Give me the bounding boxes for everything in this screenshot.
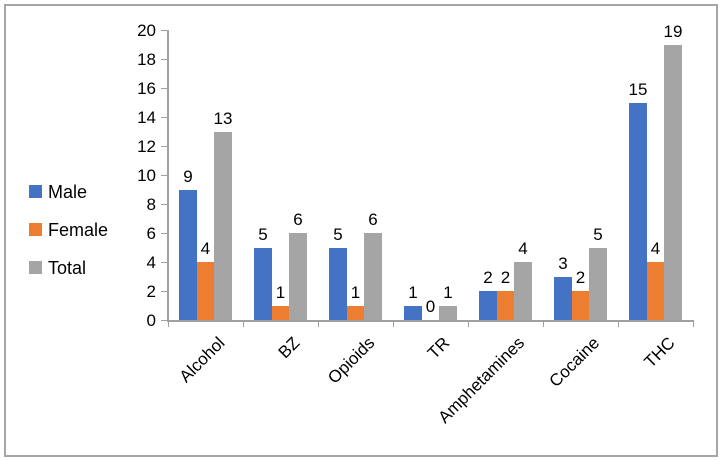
x-tick-2 <box>317 320 319 327</box>
y-tick-label-18: 18 <box>137 49 156 69</box>
bar-total-opioids <box>364 233 382 320</box>
x-tick-7 <box>692 320 694 327</box>
value-label-female-cocaine: 2 <box>575 268 586 287</box>
y-tick-label-12: 12 <box>137 136 156 156</box>
legend-label-total: Total <box>48 257 87 278</box>
y-tick-label-10: 10 <box>137 165 156 185</box>
value-label-total-cocaine: 5 <box>593 224 603 244</box>
legend-item-total: Total <box>29 257 108 278</box>
bar-total-cocaine <box>589 247 607 320</box>
y-tick-label-20: 20 <box>137 20 156 40</box>
bar-total-alcohol <box>214 131 232 320</box>
x-tick-4 <box>467 320 469 327</box>
value-label-female-opioids: 1 <box>350 282 361 302</box>
bar-female-opioids <box>346 305 365 320</box>
value-label-female-thc: 4 <box>650 239 661 258</box>
bar-total-bz <box>289 233 307 320</box>
value-label-total-thc: 19 <box>663 21 683 41</box>
x-axis-line <box>167 320 694 322</box>
bar-male-cocaine <box>554 276 572 320</box>
legend-item-female: Female <box>29 219 109 240</box>
y-tick-label-14: 14 <box>137 107 156 127</box>
y-tick-label-6: 6 <box>146 223 156 243</box>
legend-label-male: Male <box>48 181 88 202</box>
y-tick-label-8: 8 <box>146 194 156 214</box>
chart-border-frame <box>4 4 718 457</box>
total-swatch-icon <box>29 261 42 274</box>
bar-male-amphetamines <box>479 291 497 320</box>
male-swatch-icon <box>29 185 42 198</box>
bar-female-alcohol <box>196 262 215 320</box>
y-tick-20 <box>161 29 168 31</box>
value-label-total-amphetamines: 4 <box>518 239 528 258</box>
value-label-total-bz: 6 <box>293 210 303 229</box>
value-label-male-cocaine: 3 <box>558 253 568 273</box>
value-label-female-bz: 1 <box>275 282 286 302</box>
y-tick-6 <box>161 232 168 234</box>
legend-label-female: Female <box>48 219 109 240</box>
value-label-male-amphetamines: 2 <box>483 268 493 287</box>
value-label-total-tr: 1 <box>443 282 453 302</box>
value-label-total-alcohol: 13 <box>213 108 233 128</box>
bar-female-bz <box>271 305 290 320</box>
y-tick-label-0: 0 <box>146 310 156 330</box>
value-label-total-opioids: 6 <box>368 210 378 229</box>
y-tick-2 <box>161 290 168 292</box>
value-label-female-alcohol: 4 <box>200 239 211 258</box>
chart-legend: Male Female Total <box>29 181 109 278</box>
bar-male-bz <box>254 247 272 320</box>
bar-female-cocaine <box>571 291 590 320</box>
y-tick-4 <box>161 261 168 263</box>
value-label-male-tr: 1 <box>408 282 418 302</box>
x-tick-6 <box>617 320 619 327</box>
y-tick-16 <box>161 87 168 89</box>
value-label-male-alcohol: 9 <box>183 166 193 186</box>
y-tick-label-4: 4 <box>146 252 156 272</box>
bar-male-tr <box>404 305 422 320</box>
legend-item-male: Male <box>29 181 108 202</box>
y-tick-label-16: 16 <box>137 78 156 98</box>
value-label-male-thc: 15 <box>628 79 648 99</box>
bar-total-amphetamines <box>514 262 532 320</box>
y-tick-18 <box>161 58 168 60</box>
bar-total-tr <box>439 305 457 320</box>
x-tick-1 <box>242 320 244 327</box>
value-label-male-bz: 5 <box>258 224 268 244</box>
female-swatch-icon <box>29 223 42 236</box>
bar-male-alcohol <box>179 189 197 320</box>
bar-male-opioids <box>329 247 347 320</box>
bar-total-thc <box>664 44 682 320</box>
x-tick-0 <box>167 320 169 327</box>
x-tick-5 <box>542 320 544 327</box>
y-tick-14 <box>161 116 168 118</box>
x-tick-3 <box>392 320 394 327</box>
value-label-female-tr: 0 <box>425 297 436 316</box>
y-tick-label-2: 2 <box>146 281 156 301</box>
y-tick-12 <box>161 145 168 147</box>
bar-female-thc <box>646 262 665 320</box>
y-tick-8 <box>161 203 168 205</box>
value-label-male-opioids: 5 <box>333 224 343 244</box>
bar-female-amphetamines <box>496 291 515 320</box>
y-tick-10 <box>161 174 168 176</box>
value-label-female-amphetamines: 2 <box>500 268 511 287</box>
bar-male-thc <box>629 102 647 320</box>
y-tick-0 <box>161 319 168 321</box>
